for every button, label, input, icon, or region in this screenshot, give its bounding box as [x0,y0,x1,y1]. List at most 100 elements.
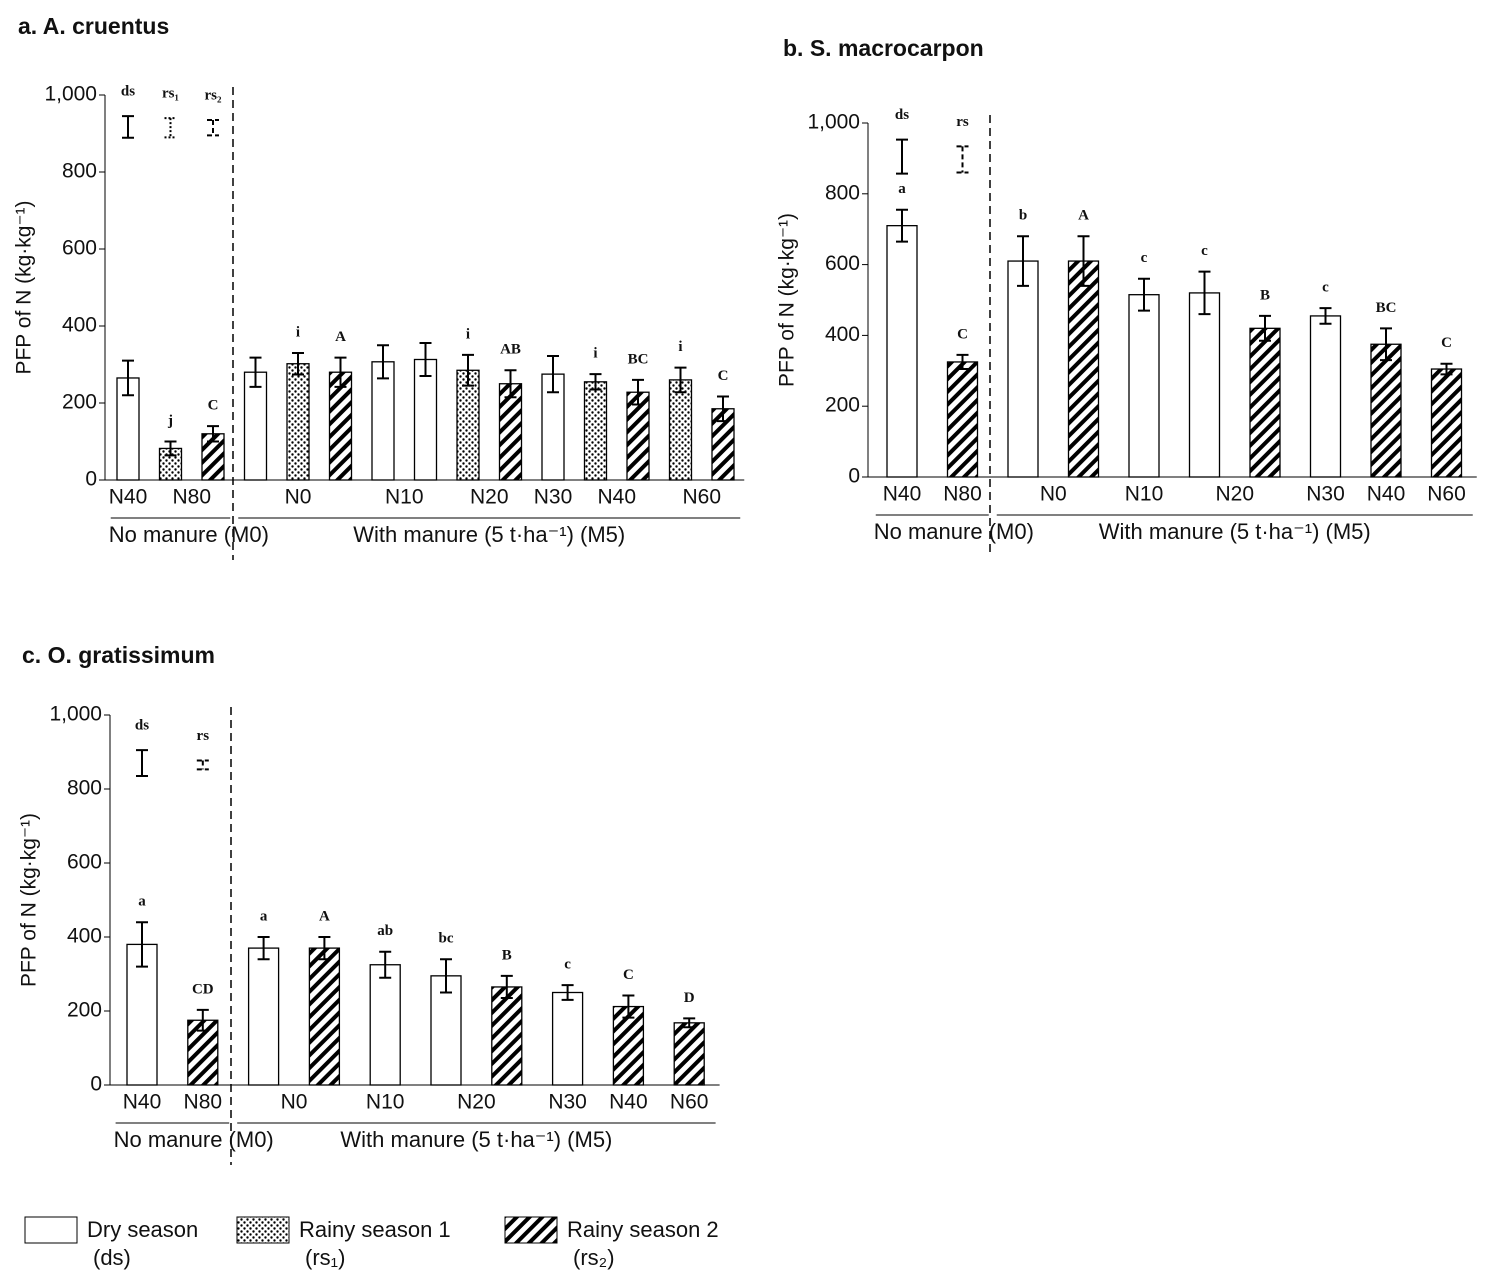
error-bar [249,356,262,388]
y-tick-label: 400 [62,314,97,337]
error-bar [292,351,304,376]
error-bar [122,359,134,397]
bar [583,381,608,481]
bar [456,369,480,481]
error-bar [589,373,602,391]
lsd-bar [196,759,209,771]
significance-letter: A [335,329,346,345]
x-tick-label: N0 [1040,483,1067,506]
y-tick-label: 600 [67,851,102,874]
error-bar [1138,277,1150,312]
y-tick-label: 200 [825,394,860,417]
legend-abbr: (ds) [93,1245,131,1270]
x-tick-label: N10 [366,1091,405,1114]
x-tick-label: N60 [682,486,721,509]
error-bar [334,356,347,388]
error-bar [164,440,177,457]
legend-abbr: (rs₂) [573,1245,615,1270]
significance-letter: a [138,894,146,910]
lsd-bar [136,749,148,778]
x-tick-label: N80 [184,1091,223,1114]
chart-title: a. A. cruentus [18,13,169,39]
bar [126,943,158,1086]
section-label: With manure (5 t·ha⁻¹) (M5) [340,1127,612,1152]
bar [946,361,979,478]
error-bar [440,958,452,994]
significance-letter: C [1441,335,1452,351]
significance-letter: BC [628,351,649,367]
x-tick-label: N80 [172,486,211,509]
error-bar [377,344,389,380]
legend-swatch [236,1216,290,1244]
chart-title: c. O. gratissimum [22,642,215,668]
x-tick-label: N40 [609,1091,648,1114]
significance-letter: i [593,346,597,362]
error-bar [561,984,574,1001]
error-bar [622,994,635,1019]
x-tick-label: N20 [1215,483,1254,506]
y-tick-label: 600 [62,237,97,260]
bar [243,371,268,481]
y-tick-label: 600 [825,252,860,275]
bar [1370,343,1402,478]
section-label: With manure (5 t·ha⁻¹) (M5) [1099,519,1371,544]
significance-letter: B [1260,287,1270,303]
y-axis-label: PFP of N (kg·kg⁻¹) [18,813,41,987]
bar [247,947,280,1086]
section-label: No manure (M0) [109,522,269,547]
y-axis-label: PFP of N (kg·kg⁻¹) [13,200,36,374]
significance-letter: bc [439,931,454,947]
bar [673,1022,705,1086]
significance-letter: i [296,324,300,340]
bar [1067,260,1100,478]
x-tick-label: N40 [123,1091,162,1114]
lsd-label: rs₁ [162,86,179,102]
error-bar [504,369,517,399]
legend-label: Rainy season 2 [567,1217,719,1242]
y-tick-label: 800 [67,777,102,800]
x-tick-label: N40 [883,483,922,506]
section-label: With manure (5 t·ha⁻¹) (M5) [353,522,625,547]
error-bar [1440,362,1453,376]
y-tick-label: 0 [848,465,860,488]
x-tick-label: N20 [457,1091,496,1114]
error-bar [674,366,687,394]
significance-letter: C [623,967,634,983]
y-tick-label: 1,000 [44,83,97,106]
significance-letter: c [564,957,571,973]
significance-letter: ab [377,923,393,939]
error-bar [632,378,644,406]
x-tick-label: N0 [281,1091,308,1114]
lsd-label: rs [956,114,969,130]
x-tick-label: N30 [1306,483,1345,506]
bar [328,371,353,481]
error-bar [379,950,392,979]
error-bar [419,341,432,378]
x-tick-label: N40 [597,486,636,509]
significance-letter: a [898,181,906,197]
lsd-label: rs₂ [205,87,222,103]
x-tick-label: N80 [943,483,982,506]
x-tick-label: N40 [1367,483,1406,506]
chart-title: b. S. macrocarpon [783,35,984,61]
x-tick-label: N0 [285,486,312,509]
error-bar [500,974,513,1000]
y-tick-label: 200 [62,391,97,414]
bar [369,964,401,1086]
bar [1128,294,1160,478]
error-bar [462,353,474,387]
y-tick-label: 400 [67,925,102,948]
x-tick-label: N40 [109,486,148,509]
bar [1309,315,1342,478]
significance-letter: C [718,368,729,384]
bar [491,986,523,1086]
section-label: No manure (M0) [874,519,1034,544]
lsd-label: rs [197,728,210,744]
error-bar [196,1008,209,1032]
error-bar [717,395,729,423]
error-bar [1017,235,1029,287]
bar [1007,260,1039,478]
significance-letter: BC [1376,300,1397,316]
lsd-bar [164,117,177,139]
significance-letter: D [684,990,695,1006]
